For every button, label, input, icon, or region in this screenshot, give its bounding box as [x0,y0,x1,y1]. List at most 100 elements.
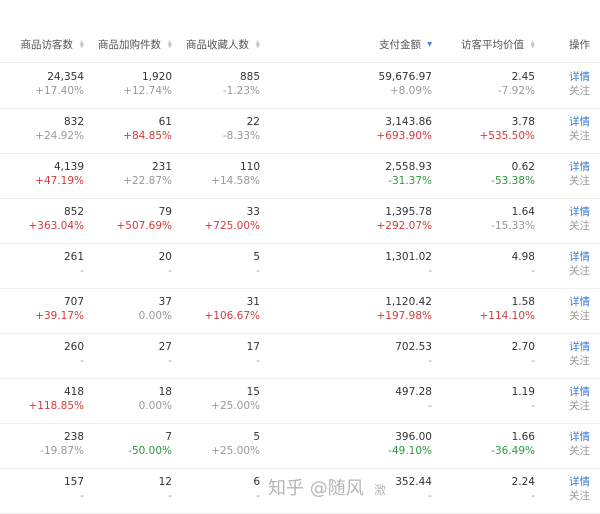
cell-change: +118.85% [28,400,84,412]
cell-add-to-cart: 61 +84.85% [123,115,172,143]
follow-link[interactable]: 关注 [569,445,590,457]
column-header-favorites[interactable]: 商品收藏人数 ▲ ▼ [186,37,260,52]
cell-change: +12.74% [123,85,172,97]
cell-payment-amount: 1,120.42 +197.98% [376,295,432,323]
cell-visitors: 261 - [64,250,84,278]
cell-change: -31.37% [388,175,432,187]
cell-change: -7.92% [497,85,535,97]
cell-visitor-value: 1.64 -15.33% [491,205,535,233]
table-row: 707 +39.17% 37 0.00% 31 +106.67% 1,120.42 +197.… [0,288,600,334]
sort-icon[interactable]: ▲ ▼ [167,39,172,50]
detail-link[interactable]: 详情 [569,116,590,128]
detail-link[interactable]: 详情 [569,341,590,353]
cell-favorites: 885 -1.23% [223,70,260,98]
detail-link[interactable]: 详情 [569,251,590,263]
cell-value: 1.19 [511,386,535,398]
cell-value: 15 [246,386,260,398]
cell-value: 22 [246,116,260,128]
cell-change: +84.85% [123,130,172,142]
cell-value: 260 [63,341,84,353]
detail-link[interactable]: 详情 [569,206,590,218]
detail-link[interactable]: 详情 [569,431,590,443]
cell-payment-amount: 59,676.97 +8.09% [379,70,432,98]
cell-value: 5 [253,251,260,263]
row-actions: 详情 关注 [569,205,590,233]
cell-favorites: 6- [253,475,260,503]
cell-change: -50.00% [128,445,172,457]
follow-link[interactable]: 关注 [569,265,590,277]
cell-value: 231 [151,161,172,173]
column-header-label: 商品收藏人数 [186,39,249,51]
cell-value: 6 [253,476,260,488]
sort-descending-icon[interactable]: ▼ [427,41,432,48]
cell-change: -1.23% [222,85,260,97]
cell-value: 0.62 [511,161,535,173]
table-row: 832 +24.92% 61 +84.85% 22 -8.33% 3,143.86 +693.… [0,108,600,154]
cell-value: 396.00 [395,431,432,443]
cell-value: 59,676.97 [378,71,432,83]
follow-link[interactable]: 关注 [569,85,590,97]
cell-change: +363.04% [28,220,84,232]
cell-change: - [531,265,535,277]
cell-change: - [256,265,260,277]
cell-change: -8.33% [222,130,260,142]
follow-link[interactable]: 关注 [569,490,590,502]
cell-value: 1,301.02 [385,251,432,263]
column-header-actions: 操作 [569,39,590,51]
detail-link[interactable]: 详情 [569,386,590,398]
follow-link[interactable]: 关注 [569,310,590,322]
column-header-label: 商品加购件数 [98,39,161,51]
detail-link[interactable]: 详情 [569,296,590,308]
column-header-visitor-value[interactable]: 访客平均价值 ▲ ▼ [461,37,535,52]
table-row: 261-20-5-1,301.02-4.98- 详情 关注 [0,243,600,289]
cell-change: +25.00% [211,400,260,412]
cell-change: +292.07% [376,220,432,232]
cell-value: 702.53 [395,341,432,353]
cell-value: 707 [63,296,84,308]
sort-icon[interactable]: ▲ ▼ [79,39,84,50]
row-actions: 详情 关注 [569,295,590,323]
cell-value: 2,558.93 [385,161,432,173]
cell-payment-amount: 1,301.02 - [385,250,432,278]
cell-change: +17.40% [35,85,84,97]
cell-value: 4,139 [53,161,84,173]
sort-icon[interactable]: ▲ ▼ [255,39,260,50]
column-header-visitors[interactable]: 商品访客数 ▲ ▼ [21,37,85,52]
cell-add-to-cart: 79 +507.69% [116,205,172,233]
cell-value: 261 [63,251,84,263]
cell-change: - [256,355,260,367]
detail-link[interactable]: 详情 [569,71,590,83]
follow-link[interactable]: 关注 [569,400,590,412]
cell-change: - [168,490,172,502]
table-row: 238 -19.87% 7 -50.00% 5 +25.00% 396.00 -49.10% 1… [0,423,600,469]
cell-change: +24.92% [35,130,84,142]
follow-link[interactable]: 关注 [569,220,590,232]
cell-value: 3.78 [511,116,535,128]
row-actions: 详情 关注 [569,70,590,98]
cell-favorites: 5- [253,250,260,278]
sort-icon[interactable]: ▲ ▼ [530,39,535,50]
follow-link[interactable]: 关注 [569,130,590,142]
row-actions: 详情 关注 [569,430,590,458]
cell-favorites: 110 +14.58% [211,160,260,188]
cell-change: +14.58% [211,175,260,187]
cell-visitor-value: 0.62 -53.38% [491,160,535,188]
cell-change: +25.00% [211,445,260,457]
cell-payment-amount: 497.28 - [395,385,432,413]
row-actions: 详情 关注 [569,340,590,368]
detail-link[interactable]: 详情 [569,476,590,488]
follow-link[interactable]: 关注 [569,175,590,187]
cell-visitor-value: 1.66 -36.49% [491,430,535,458]
detail-link[interactable]: 详情 [569,161,590,173]
cell-add-to-cart: 37 0.00% [139,295,172,323]
cell-change: +693.90% [376,130,432,142]
watermark: 知乎 @随风 [268,478,364,499]
cell-change: -19.87% [40,445,84,457]
cell-visitor-value: 2.70 - [512,340,535,368]
row-actions: 详情 关注 [569,475,590,503]
column-header-payment-amount[interactable]: 支付金额 ▼ [379,37,432,52]
column-header-add-to-cart[interactable]: 商品加购件数 ▲ ▼ [98,37,172,52]
column-header-label: 商品访客数 [20,39,74,51]
cell-value: 3,143.86 [385,116,432,128]
follow-link[interactable]: 关注 [569,355,590,367]
